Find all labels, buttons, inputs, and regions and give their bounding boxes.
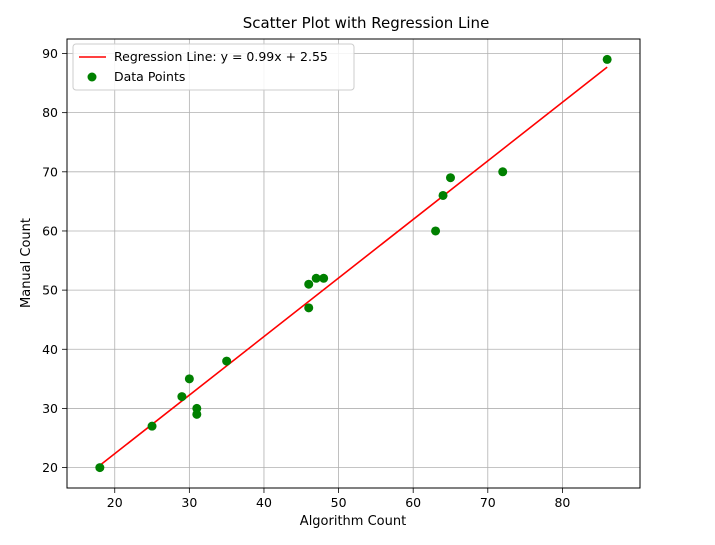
y-axis-ticks: 20 30 40 50 60 70 80 90 <box>42 46 67 475</box>
y-tick-label-60: 60 <box>42 223 58 238</box>
legend-label-regression: Regression Line: y = 0.99x + 2.55 <box>114 49 328 64</box>
x-tick-label-40: 40 <box>256 495 272 510</box>
x-tick-label-50: 50 <box>331 495 347 510</box>
data-point <box>438 190 448 200</box>
y-axis-label: Manual Count <box>19 218 34 308</box>
data-point <box>184 374 194 384</box>
legend: Regression Line: y = 0.99x + 2.55 Data P… <box>72 43 355 91</box>
chart-title: Scatter Plot with Regression Line <box>243 14 490 32</box>
y-tick-label-50: 50 <box>42 283 58 298</box>
data-point <box>147 421 157 431</box>
data-points-group <box>95 54 612 473</box>
x-tick-label-60: 60 <box>405 495 421 510</box>
y-tick-label-70: 70 <box>42 164 58 179</box>
x-axis-ticks: 20 30 40 50 60 70 80 <box>107 488 570 510</box>
legend-label-points: Data Points <box>114 69 185 84</box>
x-tick-label-70: 70 <box>480 495 496 510</box>
regression-line <box>99 66 608 467</box>
data-point <box>222 356 232 366</box>
data-point <box>319 273 329 283</box>
y-tick-label-20: 20 <box>42 460 58 475</box>
data-point <box>304 303 314 313</box>
y-tick-label-30: 30 <box>42 401 58 416</box>
data-point <box>192 409 202 419</box>
legend-point-swatch <box>87 72 97 82</box>
y-tick-label-80: 80 <box>42 105 58 120</box>
data-point <box>177 392 187 402</box>
y-tick-label-40: 40 <box>42 342 58 357</box>
data-point <box>498 167 508 177</box>
legend-box <box>72 43 355 91</box>
regression-line-group <box>99 66 608 467</box>
x-axis-label: Algorithm Count <box>300 514 406 529</box>
data-point <box>602 54 612 64</box>
data-point <box>445 173 455 183</box>
plot-frame <box>66 38 641 489</box>
data-point <box>311 273 321 283</box>
x-tick-label-20: 20 <box>107 495 123 510</box>
data-point <box>95 463 105 473</box>
grid <box>67 39 640 488</box>
data-point <box>431 226 441 236</box>
y-tick-label-90: 90 <box>42 46 58 61</box>
x-tick-label-80: 80 <box>554 495 570 510</box>
data-point <box>304 279 314 289</box>
x-tick-label-30: 30 <box>181 495 197 510</box>
